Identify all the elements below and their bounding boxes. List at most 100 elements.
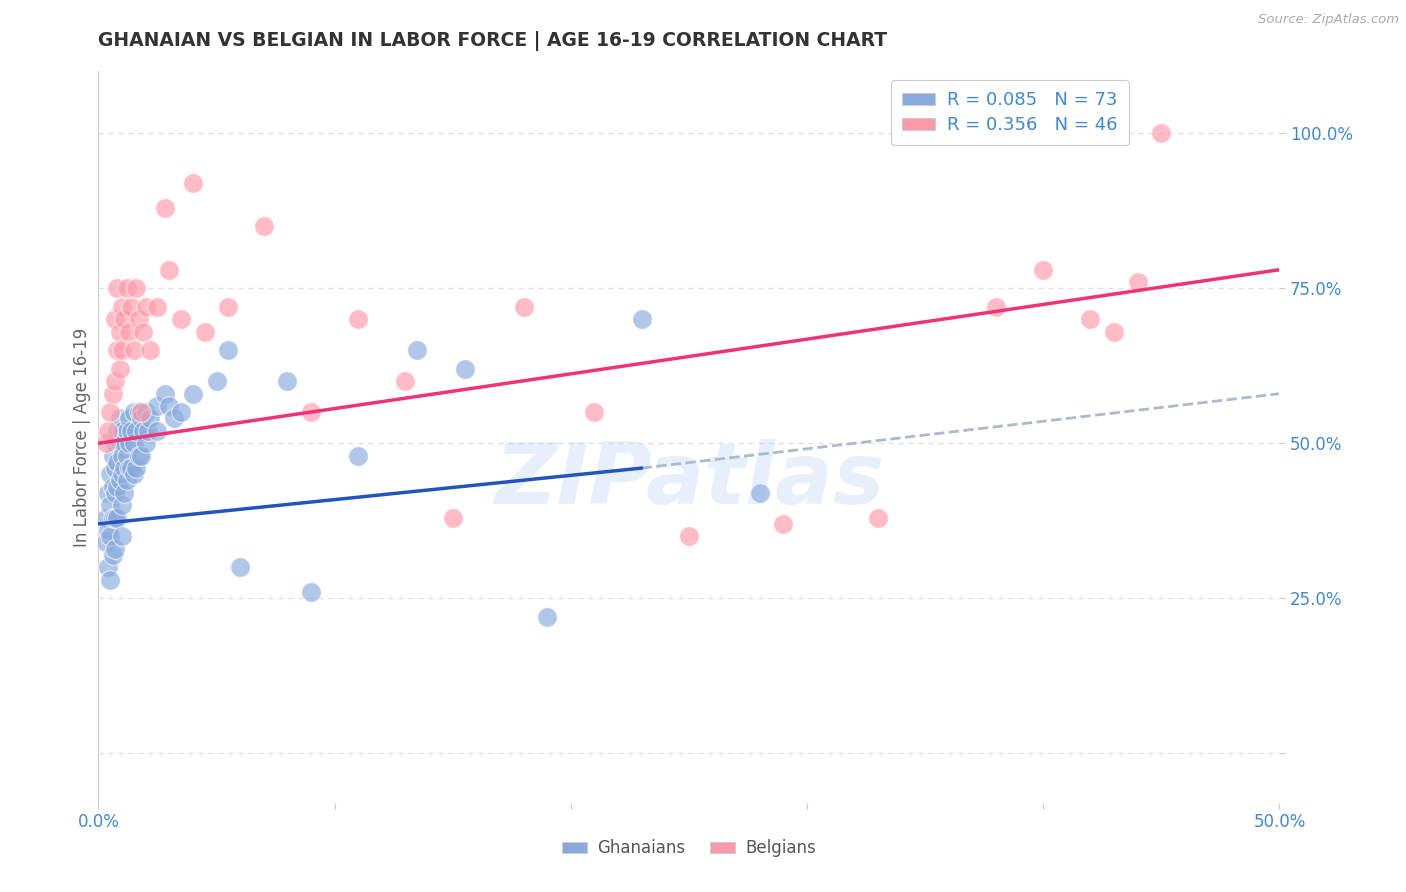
Text: Source: ZipAtlas.com: Source: ZipAtlas.com <box>1258 13 1399 27</box>
Point <box>98 405 121 419</box>
Point <box>512 300 534 314</box>
Point <box>104 461 127 475</box>
Point <box>1150 126 1173 140</box>
Point <box>97 424 120 438</box>
Point <box>217 343 239 358</box>
Point <box>97 523 120 537</box>
Point <box>678 529 700 543</box>
Point <box>125 281 148 295</box>
Point <box>101 480 124 494</box>
Point <box>583 405 606 419</box>
Point <box>129 405 152 419</box>
Point <box>125 424 148 438</box>
Point <box>866 510 889 524</box>
Point <box>111 300 134 314</box>
Point <box>276 374 298 388</box>
Point <box>406 343 429 358</box>
Point <box>135 436 157 450</box>
Point <box>112 461 135 475</box>
Point <box>128 312 150 326</box>
Point <box>112 486 135 500</box>
Point <box>112 312 135 326</box>
Point <box>101 548 124 562</box>
Point <box>347 312 370 326</box>
Point <box>98 529 121 543</box>
Point <box>121 424 143 438</box>
Point <box>1126 275 1149 289</box>
Point <box>146 424 169 438</box>
Point <box>128 449 150 463</box>
Point <box>394 374 416 388</box>
Point <box>122 343 145 358</box>
Point <box>163 411 186 425</box>
Point <box>104 541 127 556</box>
Point <box>129 411 152 425</box>
Point <box>111 498 134 512</box>
Point <box>194 325 217 339</box>
Point <box>101 449 124 463</box>
Point <box>105 455 128 469</box>
Point <box>115 474 138 488</box>
Point <box>132 424 155 438</box>
Point <box>536 610 558 624</box>
Point <box>118 325 141 339</box>
Point <box>115 424 138 438</box>
Point <box>118 411 141 425</box>
Point <box>299 405 322 419</box>
Point <box>146 300 169 314</box>
Point <box>104 436 127 450</box>
Point <box>170 312 193 326</box>
Point <box>122 405 145 419</box>
Point <box>111 424 134 438</box>
Point <box>94 510 117 524</box>
Point <box>299 585 322 599</box>
Point <box>128 405 150 419</box>
Point <box>135 300 157 314</box>
Point <box>153 386 176 401</box>
Point <box>112 436 135 450</box>
Point <box>347 449 370 463</box>
Point <box>111 529 134 543</box>
Point <box>105 343 128 358</box>
Point <box>229 560 252 574</box>
Point <box>153 201 176 215</box>
Point <box>108 362 131 376</box>
Point <box>984 300 1007 314</box>
Point <box>205 374 228 388</box>
Point <box>97 560 120 574</box>
Point <box>453 362 475 376</box>
Point <box>146 399 169 413</box>
Point <box>111 449 134 463</box>
Point <box>181 176 204 190</box>
Point <box>1102 325 1125 339</box>
Y-axis label: In Labor Force | Age 16-19: In Labor Force | Age 16-19 <box>73 327 91 547</box>
Point <box>122 436 145 450</box>
Point <box>1032 262 1054 277</box>
Point <box>98 498 121 512</box>
Point <box>108 325 131 339</box>
Text: GHANAIAN VS BELGIAN IN LABOR FORCE | AGE 16-19 CORRELATION CHART: GHANAIAN VS BELGIAN IN LABOR FORCE | AGE… <box>98 31 887 51</box>
Point <box>104 374 127 388</box>
Point <box>139 411 162 425</box>
Point <box>136 424 159 438</box>
Point <box>121 300 143 314</box>
Point <box>125 461 148 475</box>
Point <box>118 436 141 450</box>
Point <box>101 510 124 524</box>
Point <box>129 449 152 463</box>
Point <box>108 436 131 450</box>
Point <box>101 386 124 401</box>
Point <box>105 281 128 295</box>
Point <box>139 343 162 358</box>
Point <box>135 405 157 419</box>
Point <box>105 480 128 494</box>
Point <box>94 436 117 450</box>
Point <box>97 486 120 500</box>
Point <box>217 300 239 314</box>
Point <box>108 411 131 425</box>
Point <box>772 516 794 531</box>
Point <box>630 312 652 326</box>
Point <box>132 325 155 339</box>
Point <box>253 219 276 234</box>
Point <box>441 510 464 524</box>
